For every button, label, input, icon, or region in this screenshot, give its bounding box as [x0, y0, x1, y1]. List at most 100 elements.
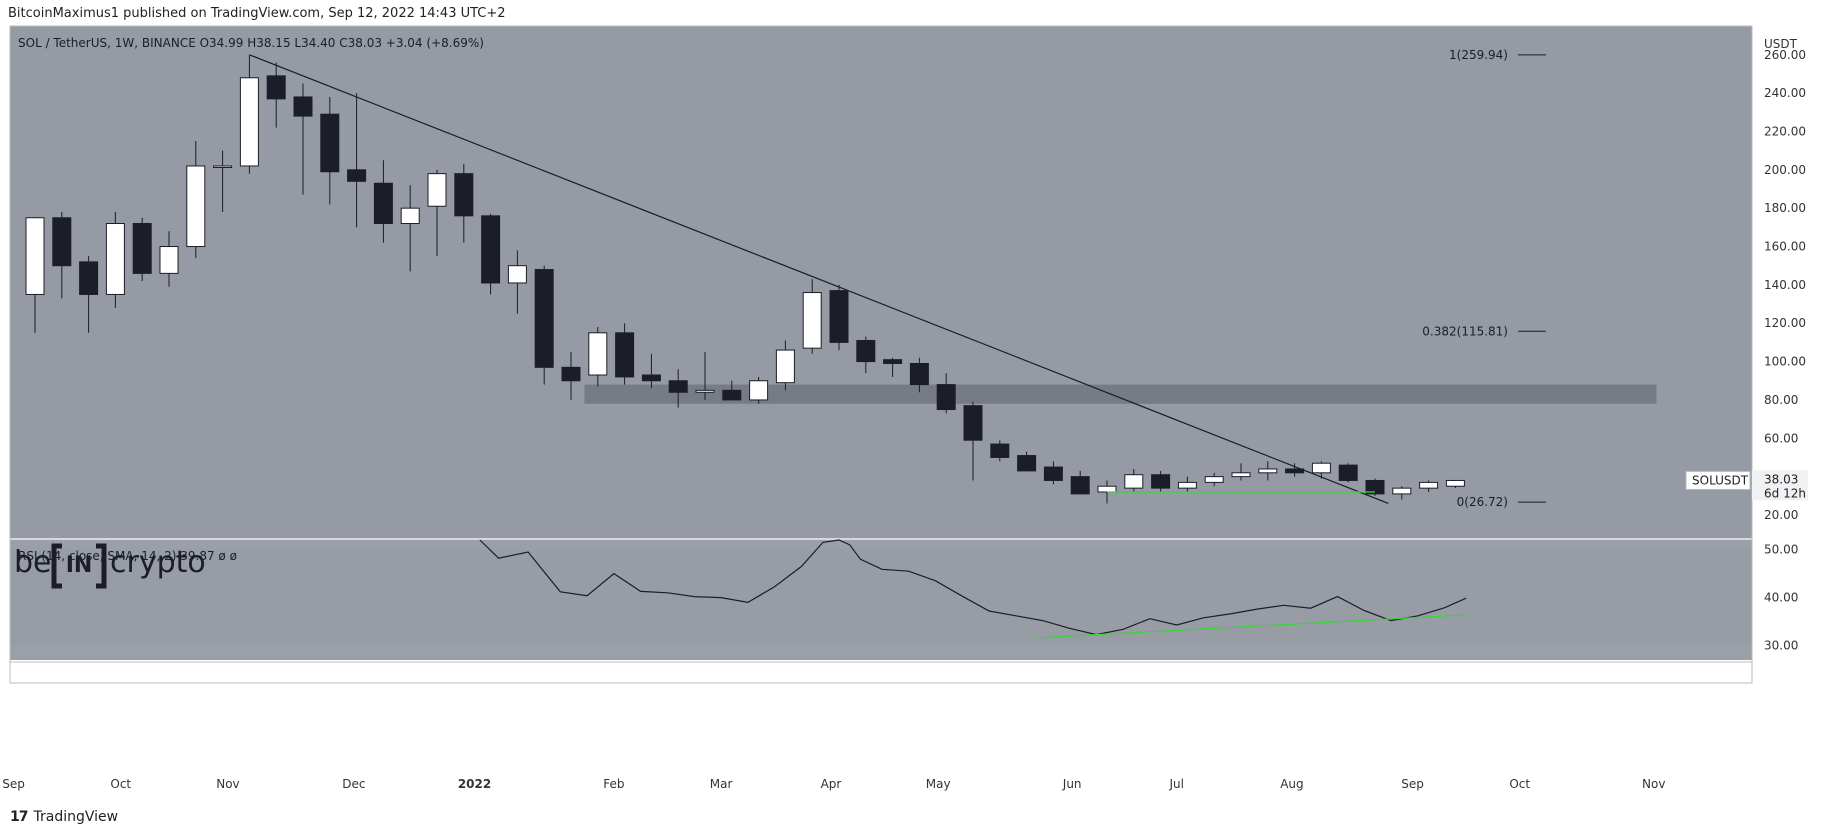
candle[interactable] [373, 160, 393, 243]
candle-body [963, 405, 983, 441]
candle-body [507, 265, 527, 284]
price-tick-label: 60.00 [1764, 431, 1798, 445]
candle[interactable] [588, 327, 608, 387]
rsi-tick-label: 50.00 [1764, 543, 1798, 557]
candle-body [266, 75, 286, 100]
price-panel[interactable] [10, 26, 1752, 538]
candle[interactable] [481, 213, 501, 295]
horizontal-resistance-zone[interactable] [584, 384, 1657, 404]
candle[interactable] [1204, 472, 1224, 487]
price-tick-label: 80.00 [1764, 393, 1798, 407]
candle-body [1231, 472, 1251, 478]
candle[interactable] [936, 373, 956, 414]
candle[interactable] [105, 212, 125, 308]
candle[interactable] [239, 54, 259, 174]
candle[interactable] [695, 351, 715, 400]
rsi-line[interactable] [479, 539, 1467, 636]
candle[interactable] [775, 340, 795, 391]
candle[interactable] [1017, 451, 1037, 472]
price-tick-label: 120.00 [1764, 316, 1806, 330]
candle[interactable] [1392, 486, 1412, 500]
candle-body [427, 173, 447, 207]
candle[interactable] [534, 265, 554, 385]
candle[interactable] [213, 150, 233, 213]
candle[interactable] [1285, 463, 1305, 477]
candle[interactable] [1445, 479, 1465, 489]
time-tick-label: Nov [1642, 777, 1665, 791]
candle[interactable] [722, 380, 742, 401]
candle-body [1445, 479, 1465, 487]
candle[interactable] [1124, 468, 1144, 492]
candle[interactable] [802, 279, 822, 354]
candle[interactable] [507, 250, 527, 314]
candle[interactable] [1070, 470, 1090, 495]
candle[interactable] [293, 83, 313, 195]
time-tick-label: Oct [1509, 777, 1530, 791]
candle[interactable] [132, 217, 152, 282]
time-tick-label: Oct [110, 777, 131, 791]
price-tick-label: 160.00 [1764, 240, 1806, 254]
candle-body [1070, 476, 1090, 495]
candle-body [990, 443, 1010, 458]
candle[interactable] [615, 323, 635, 385]
candle[interactable] [990, 440, 1010, 462]
candle[interactable] [266, 62, 286, 128]
candle-body [1285, 468, 1305, 474]
candle[interactable] [829, 284, 849, 351]
candle[interactable] [749, 376, 769, 404]
candle[interactable] [1177, 476, 1197, 492]
candle-body [1151, 474, 1171, 489]
candle[interactable] [25, 217, 45, 333]
candle[interactable] [1419, 480, 1439, 492]
rsi-tick-label: 40.00 [1764, 591, 1798, 605]
candle[interactable] [1231, 463, 1251, 481]
watermark-crypto: crypto [110, 545, 206, 580]
time-tick-label: Jun [1062, 777, 1082, 791]
fib-level-label: 0(26.72) [1457, 495, 1508, 509]
candle-body [373, 182, 393, 225]
price-legend: SOL / TetherUS, 1W, BINANCE O34.99 H38.1… [18, 36, 484, 50]
descending-trendline[interactable] [249, 54, 1389, 505]
candle[interactable] [909, 357, 929, 393]
candle[interactable] [454, 164, 474, 243]
candle-body [239, 77, 259, 167]
candle[interactable] [1043, 461, 1063, 485]
candle-body [132, 223, 152, 274]
candle-body [1338, 464, 1358, 481]
rsi-support-line[interactable] [1034, 614, 1467, 639]
candle[interactable] [186, 141, 206, 259]
candle-body [749, 380, 769, 401]
candle[interactable] [1311, 461, 1331, 479]
candle[interactable] [668, 369, 688, 408]
candle[interactable] [1151, 470, 1171, 492]
time-tick-label: Sep [1401, 777, 1424, 791]
candle[interactable] [400, 185, 420, 272]
candle[interactable] [52, 212, 72, 299]
candle-body [186, 165, 206, 248]
watermark-bracket-icon [51, 543, 107, 589]
candle-body [1392, 487, 1412, 495]
candle[interactable] [883, 357, 903, 377]
candle[interactable] [856, 336, 876, 374]
candle[interactable] [963, 401, 983, 481]
candle[interactable] [641, 353, 661, 389]
candle-body [641, 374, 661, 382]
rsi-band [10, 549, 1752, 646]
candle[interactable] [1338, 463, 1358, 483]
candle[interactable] [320, 96, 340, 205]
candle[interactable] [1365, 478, 1385, 496]
tradingview-brand[interactable]: TradingView [33, 809, 119, 825]
candle[interactable] [1258, 461, 1278, 481]
tradingview-logo-icon: 17 [10, 809, 29, 825]
last-price-tag-bg [1752, 470, 1808, 501]
candle[interactable] [561, 351, 581, 400]
candle-body [668, 380, 688, 393]
watermark-in: IN [66, 553, 93, 578]
candle[interactable] [79, 256, 99, 333]
price-tick-label: 20.00 [1764, 508, 1798, 522]
candle[interactable] [347, 93, 367, 228]
candle[interactable] [427, 169, 447, 257]
candle[interactable] [159, 231, 179, 287]
candle-body [1043, 466, 1063, 481]
